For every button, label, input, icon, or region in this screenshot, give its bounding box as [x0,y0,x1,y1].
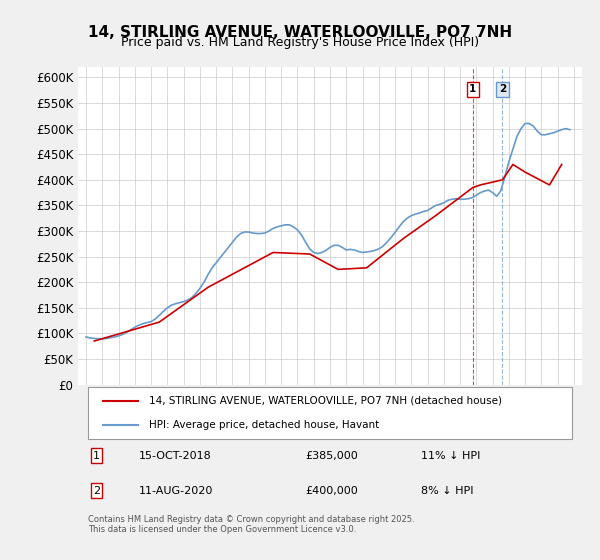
Text: 15-OCT-2018: 15-OCT-2018 [139,451,211,461]
Text: 11-AUG-2020: 11-AUG-2020 [139,486,213,496]
Text: HPI: Average price, detached house, Havant: HPI: Average price, detached house, Hava… [149,419,379,430]
Text: £400,000: £400,000 [305,486,358,496]
Text: 8% ↓ HPI: 8% ↓ HPI [421,486,473,496]
Text: 2: 2 [93,486,100,496]
Text: Contains HM Land Registry data © Crown copyright and database right 2025.
This d: Contains HM Land Registry data © Crown c… [88,515,415,534]
Text: £385,000: £385,000 [305,451,358,461]
Text: 1: 1 [93,451,100,461]
Text: 14, STIRLING AVENUE, WATERLOOVILLE, PO7 7NH: 14, STIRLING AVENUE, WATERLOOVILLE, PO7 … [88,25,512,40]
Text: 14, STIRLING AVENUE, WATERLOOVILLE, PO7 7NH (detached house): 14, STIRLING AVENUE, WATERLOOVILLE, PO7 … [149,395,502,405]
Text: 11% ↓ HPI: 11% ↓ HPI [421,451,480,461]
Text: Price paid vs. HM Land Registry's House Price Index (HPI): Price paid vs. HM Land Registry's House … [121,36,479,49]
Text: 2: 2 [499,85,506,95]
Text: 1: 1 [469,85,476,95]
FancyBboxPatch shape [88,388,572,439]
